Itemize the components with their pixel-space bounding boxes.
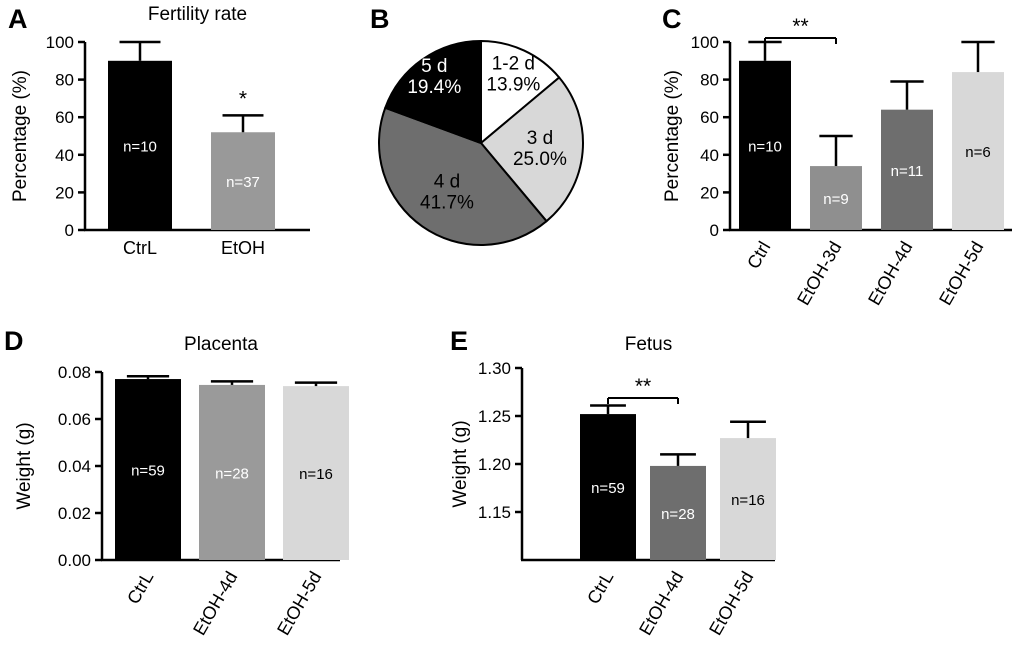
pie-slice-pct-label: 25.0% bbox=[513, 149, 567, 170]
chart-title: Fertility rate bbox=[148, 4, 247, 25]
y-tick-label: 1.20 bbox=[478, 455, 511, 474]
y-tick-label: 1.15 bbox=[478, 503, 511, 522]
x-tick-label: EtOH-4d bbox=[864, 238, 916, 309]
n-label: n=28 bbox=[215, 465, 249, 482]
pie-slice-4-d bbox=[378, 106, 548, 246]
n-label: n=10 bbox=[123, 138, 157, 155]
pie-slice-pct-label: 41.7% bbox=[420, 192, 474, 213]
bar-ctrl bbox=[108, 60, 172, 230]
x-tick-label: EtOH-5d bbox=[935, 238, 987, 309]
y-tick-label: 0 bbox=[65, 221, 74, 240]
y-tick-label: 0.08 bbox=[58, 363, 91, 382]
bar-etoh-4d bbox=[199, 384, 265, 560]
bar-etoh-4d bbox=[650, 465, 706, 560]
bar-ctrl bbox=[739, 60, 791, 230]
panel-c-letter: C bbox=[662, 4, 682, 34]
x-tick-label: EtOH-5d bbox=[273, 568, 325, 639]
bar-etoh-5d bbox=[283, 386, 349, 560]
bar-ctrl bbox=[580, 414, 636, 560]
y-tick-label: 100 bbox=[691, 33, 719, 52]
significance-stars: ** bbox=[792, 15, 808, 38]
bar-etoh-3d bbox=[810, 166, 862, 230]
pie-slice-pct-label: 13.9% bbox=[486, 75, 540, 96]
n-label: n=16 bbox=[731, 492, 765, 509]
x-tick-label: Ctrl bbox=[743, 238, 774, 272]
pie-slice-pct-label: 19.4% bbox=[407, 77, 461, 98]
y-tick-label: 60 bbox=[700, 108, 719, 127]
panel-e-chart: Fetus Weight (g) 1.15 1.20 1.25 1.30 n=59 CtrL n… bbox=[450, 334, 776, 639]
y-tick-label: 20 bbox=[55, 183, 74, 202]
n-label: n=9 bbox=[823, 191, 848, 208]
y-tick-label: 0.00 bbox=[58, 551, 91, 570]
y-tick-label: 0.02 bbox=[58, 504, 91, 523]
y-axis-label: Weight (g) bbox=[14, 422, 35, 509]
x-tick-label: CtrL bbox=[123, 568, 157, 607]
panel-b-chart: 1-2 d13.9% 3 d25.0% 4 d41.7% 5 d19.4% bbox=[378, 40, 584, 246]
chart-title: Fetus bbox=[625, 334, 673, 355]
x-tick-label: EtOH-4d bbox=[635, 568, 687, 639]
y-tick-label: 1.30 bbox=[478, 359, 511, 378]
y-tick-label: 40 bbox=[55, 146, 74, 165]
x-tick-label: EtOH-4d bbox=[189, 568, 241, 639]
y-tick-label: 60 bbox=[55, 108, 74, 127]
panel-d-chart: Placenta Weight (g) 0.00 0.02 0.04 0.06 0.08 n=… bbox=[14, 334, 349, 639]
y-axis-label: Percentage (%) bbox=[662, 70, 683, 202]
y-tick-label: 40 bbox=[700, 146, 719, 165]
panel-d-letter: D bbox=[4, 326, 24, 356]
n-label: n=59 bbox=[591, 480, 625, 497]
n-label: n=6 bbox=[965, 144, 990, 161]
pie-slice-3-d bbox=[480, 76, 584, 223]
n-label: n=37 bbox=[226, 174, 260, 191]
x-tick-label: EtOH-5d bbox=[705, 568, 757, 639]
n-label: n=16 bbox=[299, 466, 333, 483]
pie-slice-label: 4 d bbox=[434, 171, 460, 192]
x-tick-label: EtOH-3d bbox=[793, 238, 845, 309]
panel-b-letter: B bbox=[370, 4, 390, 34]
bar-ctrl bbox=[115, 379, 181, 560]
y-tick-label: 100 bbox=[46, 33, 74, 52]
y-tick-label: 0.04 bbox=[58, 457, 91, 476]
bar-etoh-5d bbox=[952, 72, 1004, 230]
panel-e-letter: E bbox=[450, 326, 469, 356]
chart-title: Placenta bbox=[184, 334, 258, 355]
y-tick-label: 20 bbox=[700, 183, 719, 202]
significance-stars: ** bbox=[635, 375, 651, 398]
bar-etoh-4d bbox=[881, 109, 933, 230]
y-tick-label: 1.25 bbox=[478, 407, 511, 426]
n-label: n=10 bbox=[748, 138, 782, 155]
y-tick-label: 80 bbox=[700, 71, 719, 90]
pie-slice-label: 3 d bbox=[527, 128, 553, 149]
bar-etoh bbox=[211, 132, 275, 230]
y-tick-label: 80 bbox=[55, 71, 74, 90]
x-tick-label: EtOH bbox=[221, 238, 265, 258]
panel-a-letter: A bbox=[8, 4, 28, 34]
x-tick-label: CtrL bbox=[123, 238, 157, 258]
y-tick-label: 0.06 bbox=[58, 410, 91, 429]
x-tick-label: CtrL bbox=[583, 568, 617, 607]
significance-star: * bbox=[239, 87, 247, 110]
bar-etoh-5d bbox=[720, 438, 776, 560]
pie-slice-label: 1-2 d bbox=[492, 54, 535, 75]
n-label: n=11 bbox=[891, 163, 924, 180]
pie-slice-1-2-d bbox=[480, 40, 561, 144]
n-label: n=59 bbox=[131, 463, 165, 480]
panel-a-chart: Fertility rate Percentage (%) 0 20 40 60 80 100… bbox=[10, 4, 310, 258]
panel-c-chart: Percentage (%) 0 20 40 60 80 100 n=10 Ctrl n=9 EtO… bbox=[662, 15, 1012, 309]
y-axis-label: Percentage (%) bbox=[10, 70, 31, 202]
y-axis-label: Weight (g) bbox=[450, 420, 471, 507]
pie-slice-label: 5 d bbox=[421, 56, 447, 77]
y-tick-label: 0 bbox=[710, 221, 719, 240]
pie-slice-5-d bbox=[384, 40, 482, 144]
n-label: n=28 bbox=[661, 506, 695, 523]
